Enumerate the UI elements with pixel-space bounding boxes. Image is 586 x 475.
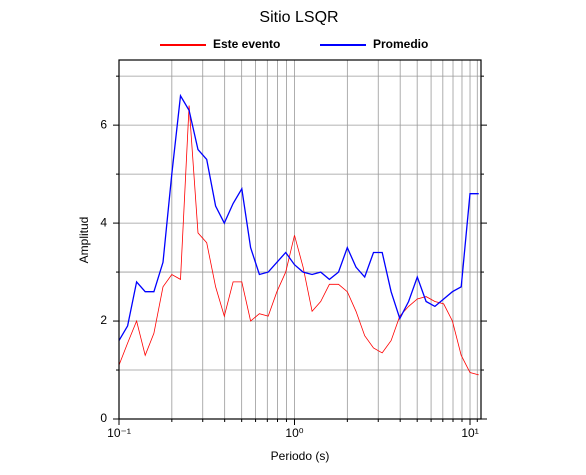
chart-title: Sitio LSQR — [259, 9, 338, 26]
y-tick-label: 0 — [100, 411, 107, 425]
x-tick-label: 10⁻¹ — [107, 426, 131, 440]
series-line — [118, 93, 479, 341]
series-line — [118, 105, 479, 376]
y-tick-label: 2 — [100, 313, 107, 327]
x-tick-label: 10⁰ — [285, 426, 303, 440]
plot-frame — [118, 59, 482, 420]
x-axis-label: Periodo (s) — [271, 449, 330, 463]
legend-label: Este evento — [213, 37, 280, 51]
x-tick-label: 10¹ — [461, 426, 478, 440]
legend-label: Promedio — [373, 37, 428, 51]
y-tick-label: 4 — [100, 215, 107, 229]
y-axis-label: Amplitud — [77, 217, 91, 264]
y-tick-label: 6 — [100, 117, 107, 131]
